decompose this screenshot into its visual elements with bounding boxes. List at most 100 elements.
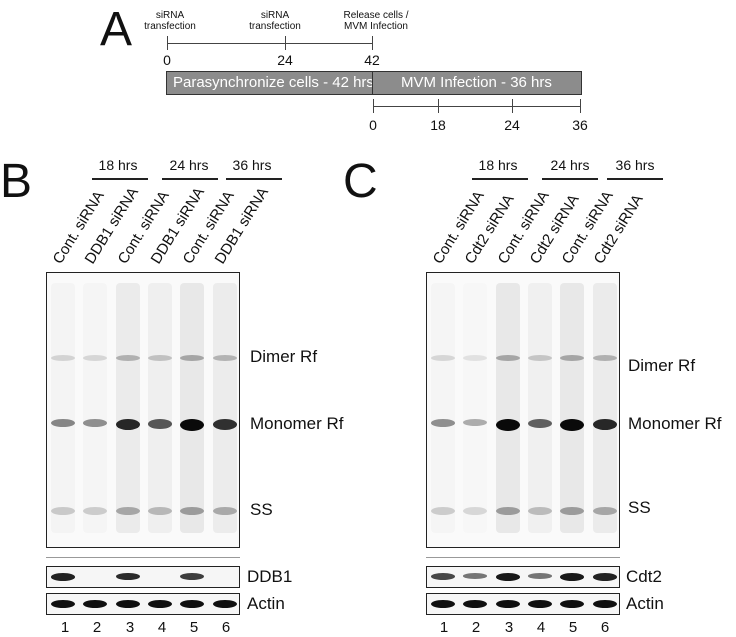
panel-c-cdt2-band-6 (592, 573, 617, 581)
panel-b-actin-label: Actin (247, 594, 285, 613)
panel-c-group-line-18 (472, 178, 528, 180)
panel-c-group-line-24 (542, 178, 598, 180)
panel-b-monomer-band-3 (115, 419, 140, 431)
panel-c-lane-smear-2 (463, 283, 487, 533)
panel-c-actin-band-6 (592, 600, 617, 608)
panel-b-lane-smear-1 (51, 283, 75, 533)
top-tick-label-42: 42 (364, 52, 380, 68)
panel-b-monomer-band-6 (212, 419, 237, 430)
panel-b-lane-smear-3 (115, 283, 140, 533)
panel-b-ss-band-5 (180, 507, 205, 515)
panel-b-lane-number-5: 5 (189, 619, 199, 636)
panel-b-time-18: 18 hrs (98, 157, 138, 173)
panel-c-lane-number-1: 1 (439, 619, 449, 636)
panel-c-cdt2-label: Cdt2 (626, 567, 662, 586)
panel-b-monomer-band-2 (83, 419, 108, 427)
panel-c-monomer-band-4 (528, 419, 553, 429)
top-axis-line (167, 43, 373, 44)
panel-b-letter: B (0, 155, 33, 208)
panel-c-monomer-band-5 (560, 419, 585, 431)
bottom-axis-tick-36 (580, 99, 581, 113)
panel-c-ss-band-3 (495, 507, 520, 515)
panel-b-actin-band-1 (51, 600, 76, 608)
panel-b-ddb1-band-3 (115, 573, 140, 581)
panel-c-letter: C (343, 155, 378, 208)
panel-c-dimer-band-1 (431, 355, 456, 361)
panel-c-cdt2-band-5 (560, 573, 585, 581)
panel-b-group-line-24 (162, 178, 218, 180)
panel-a-letter: A (100, 3, 133, 56)
panel-b-dimer-band-4 (148, 355, 173, 361)
bottom-axis-line (373, 106, 581, 107)
panel-c-time-18: 18 hrs (478, 157, 518, 173)
mvm-infection-bar: MVM Infection - 36 hrs (372, 71, 582, 95)
panel-b-actin-band-3 (115, 600, 140, 608)
top-tick-label-24: 24 (277, 52, 293, 68)
panel-c-lane-smear-6 (592, 283, 617, 533)
panel-b-group-line-18 (92, 178, 148, 180)
panel-b-ss-band-3 (115, 507, 140, 515)
panel-b-group-line-36 (226, 178, 282, 180)
panel-c-lane-smear-5 (560, 283, 585, 533)
event-label-0: siRNA transfection (144, 10, 196, 32)
panel-c-cdt2-band-1 (431, 573, 456, 580)
panel-b-ss-label: SS (250, 500, 273, 519)
panel-b-actin-band-4 (148, 600, 173, 608)
event-label-24: siRNA transfection (249, 10, 301, 32)
panel-b-ddb1-blot (46, 566, 240, 588)
panel-c-lane-number-2: 2 (471, 619, 481, 636)
panel-b-actin-blot (46, 593, 240, 615)
panel-c-dimer-band-4 (528, 355, 553, 361)
bottom-axis-tick-18 (438, 99, 439, 113)
panel-b-ddb1-label: DDB1 (247, 567, 293, 586)
panel-b-separator (46, 557, 240, 558)
panel-c-cdt2-band-4 (528, 573, 553, 579)
panel-c-actin-label: Actin (626, 594, 664, 613)
panel-b-dimer-band-1 (51, 355, 76, 361)
panel-b-time-36: 36 hrs (232, 157, 272, 173)
panel-b-lane-smear-6 (212, 283, 237, 533)
bottom-axis-tick-0 (373, 99, 374, 113)
top-axis-tick-24 (285, 36, 286, 50)
panel-b-ddb1-band-5 (180, 573, 205, 580)
panel-c-ss-band-5 (560, 507, 585, 515)
bottom-tick-label-18: 18 (430, 117, 446, 133)
panel-b-dimer-band-5 (180, 355, 205, 361)
panel-b-lane-smear-2 (83, 283, 107, 533)
parasynchronize-bar: Parasynchronize cells - 42 hrs (166, 71, 374, 95)
panel-c-actin-band-1 (431, 600, 456, 608)
panel-c-dimer-band-2 (463, 355, 488, 361)
panel-c-actin-band-5 (560, 600, 585, 608)
panel-c-ss-band-1 (431, 507, 456, 515)
panel-c-cdt2-band-2 (463, 573, 488, 579)
panel-b-ss-band-6 (212, 507, 237, 515)
bottom-tick-label-0: 0 (369, 117, 377, 133)
panel-c-actin-blot (426, 593, 620, 615)
panel-b-actin-band-6 (212, 600, 237, 608)
panel-c-monomer-band-1 (431, 419, 456, 427)
panel-b-ss-band-1 (51, 507, 76, 515)
panel-b-monomer-band-1 (51, 419, 76, 428)
panel-c-monomer-label: Monomer Rf (628, 414, 722, 433)
panel-c-cdt2-blot (426, 566, 620, 588)
panel-c-time-24: 24 hrs (550, 157, 590, 173)
panel-c-lane-smear-1 (431, 283, 455, 533)
panel-b-lane-smear-5 (180, 283, 205, 533)
panel-c-lane-number-4: 4 (536, 619, 546, 636)
panel-b-lane-number-1: 1 (60, 619, 70, 636)
panel-c-lane-number-6: 6 (600, 619, 610, 636)
panel-b-dimer-band-3 (115, 355, 140, 361)
panel-c-group-line-36 (607, 178, 663, 180)
panel-c-lane-smear-3 (495, 283, 520, 533)
panel-c-monomer-band-2 (463, 419, 488, 426)
panel-c-time-36: 36 hrs (615, 157, 655, 173)
panel-c-ss-label: SS (628, 498, 651, 517)
panel-c-lane-smear-4 (528, 283, 553, 533)
panel-b-dimer-band-6 (212, 355, 237, 361)
panel-c-monomer-band-6 (592, 419, 617, 431)
panel-b-lane-smear-4 (148, 283, 173, 533)
event-label-42: Release cells / MVM Infection (343, 10, 409, 32)
panel-b-dimer-band-2 (83, 355, 108, 361)
panel-c-dimer-band-6 (592, 355, 617, 361)
panel-c-ss-band-2 (463, 507, 488, 515)
